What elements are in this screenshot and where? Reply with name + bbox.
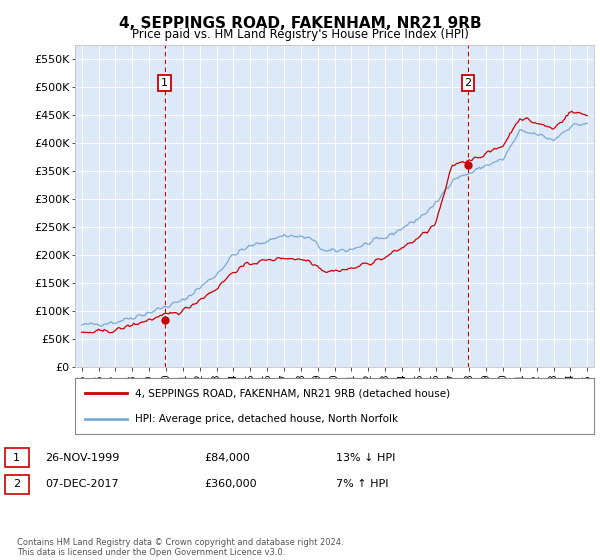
Text: 1: 1 <box>13 452 20 463</box>
Text: 26-NOV-1999: 26-NOV-1999 <box>45 452 119 463</box>
Text: 13% ↓ HPI: 13% ↓ HPI <box>336 452 395 463</box>
Text: 2: 2 <box>464 78 472 88</box>
Text: 4, SEPPINGS ROAD, FAKENHAM, NR21 9RB (detached house): 4, SEPPINGS ROAD, FAKENHAM, NR21 9RB (de… <box>134 388 450 398</box>
Text: Price paid vs. HM Land Registry's House Price Index (HPI): Price paid vs. HM Land Registry's House … <box>131 28 469 41</box>
Text: 07-DEC-2017: 07-DEC-2017 <box>45 479 119 489</box>
Text: 2: 2 <box>13 479 20 489</box>
Text: £360,000: £360,000 <box>204 479 257 489</box>
Text: Contains HM Land Registry data © Crown copyright and database right 2024.
This d: Contains HM Land Registry data © Crown c… <box>17 538 343 557</box>
Text: 7% ↑ HPI: 7% ↑ HPI <box>336 479 389 489</box>
Text: £84,000: £84,000 <box>204 452 250 463</box>
Text: 4, SEPPINGS ROAD, FAKENHAM, NR21 9RB: 4, SEPPINGS ROAD, FAKENHAM, NR21 9RB <box>119 16 481 31</box>
Text: HPI: Average price, detached house, North Norfolk: HPI: Average price, detached house, Nort… <box>134 414 398 424</box>
Text: 1: 1 <box>161 78 168 88</box>
